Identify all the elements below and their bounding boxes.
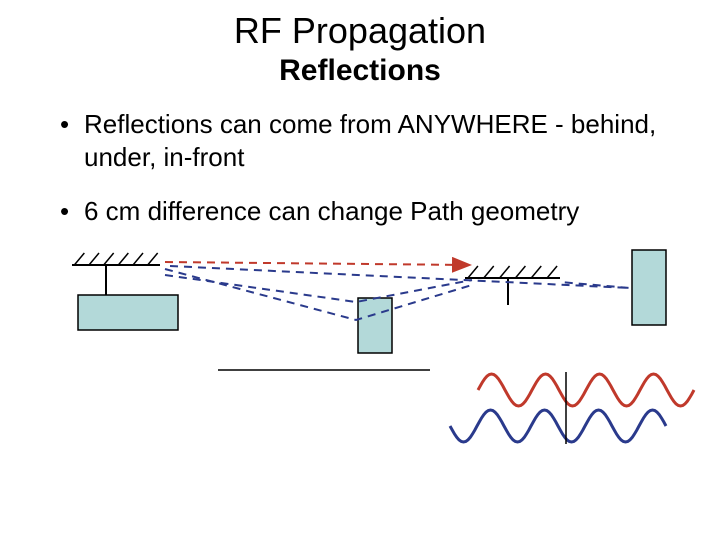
title-block: RF Propagation Reflections	[0, 0, 720, 88]
page-title-sub: Reflections	[0, 54, 720, 88]
bullet-list: Reflections can come from ANYWHERE - beh…	[0, 88, 720, 228]
bullet-item: 6 cm difference can change Path geometry	[60, 195, 680, 228]
page-title-main: RF Propagation	[0, 10, 720, 52]
bullet-item: Reflections can come from ANYWHERE - beh…	[60, 108, 680, 173]
